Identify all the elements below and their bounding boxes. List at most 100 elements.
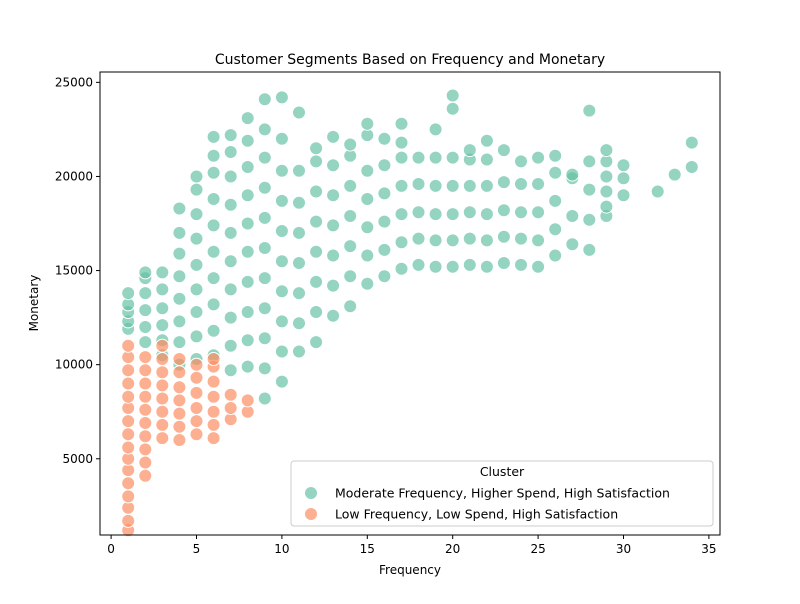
- scatter-point-series-1: [514, 257, 528, 272]
- scatter-point-series-1: [343, 137, 358, 152]
- scatter-point-series-1: [274, 254, 289, 269]
- x-tick-label: 15: [360, 542, 375, 556]
- scatter-point-series-2: [138, 376, 153, 391]
- scatter-point-series-1: [189, 282, 204, 297]
- scatter-point-series-1: [257, 122, 272, 137]
- scatter-point-series-1: [138, 265, 153, 280]
- scatter-point-series-1: [394, 116, 409, 131]
- scatter-point-series-1: [138, 335, 153, 350]
- scatter-point-series-2: [189, 427, 204, 442]
- scatter-point-series-2: [155, 338, 170, 353]
- scatter-point-series-1: [206, 192, 221, 206]
- scatter-point-series-1: [292, 286, 306, 301]
- scatter-point-series-1: [189, 182, 204, 197]
- scatter-point-series-1: [206, 244, 221, 259]
- scatter-point-series-1: [599, 143, 614, 158]
- scatter-point-series-1: [616, 171, 631, 186]
- scatter-point-series-1: [274, 193, 289, 208]
- scatter-point-series-2: [138, 402, 153, 417]
- scatter-point-series-1: [565, 209, 580, 223]
- scatter-point-series-1: [616, 188, 631, 203]
- scatter-point-series-1: [462, 143, 477, 158]
- scatter-point-series-1: [599, 169, 614, 184]
- scatter-point-series-1: [394, 235, 409, 250]
- scatter-point-series-1: [445, 101, 460, 116]
- scatter-point-series-1: [240, 305, 255, 319]
- scatter-point-series-1: [274, 131, 289, 146]
- scatter-point-series-1: [496, 256, 511, 270]
- legend-marker-2: [304, 507, 318, 521]
- legend-label-2: Low Frequency, Low Spend, High Satisfact…: [335, 507, 618, 522]
- scatter-point-series-2: [155, 365, 170, 380]
- scatter-point-series-1: [223, 338, 238, 353]
- scatter-point-series-1: [684, 160, 699, 174]
- scatter-point-series-1: [257, 391, 272, 406]
- legend-label-1: Moderate Frequency, Higher Spend, High S…: [335, 486, 670, 501]
- x-tick-label: 10: [274, 542, 289, 556]
- scatter-point-series-1: [138, 303, 153, 318]
- scatter-point-series-2: [138, 455, 153, 470]
- scatter-point-series-2: [138, 389, 153, 404]
- x-tick-label: 0: [107, 542, 115, 556]
- scatter-point-series-1: [292, 195, 306, 210]
- scatter-point-series-1: [599, 184, 614, 199]
- scatter-point-series-1: [326, 248, 341, 263]
- scatter-point-series-1: [240, 216, 255, 231]
- scatter-point-series-2: [121, 427, 136, 442]
- scatter-point-series-1: [377, 214, 392, 229]
- scatter-point-series-2: [121, 476, 136, 491]
- scatter-point-series-2: [189, 357, 204, 372]
- scatter-point-series-1: [223, 225, 238, 240]
- scatter-point-series-1: [411, 231, 426, 246]
- scatter-point-series-1: [326, 188, 341, 203]
- x-tick-label: 20: [445, 542, 460, 556]
- scatter-point-series-1: [274, 284, 289, 299]
- scatter-point-series-2: [138, 468, 153, 483]
- scatter-point-series-1: [445, 150, 460, 165]
- scatter-point-series-1: [326, 308, 341, 323]
- scatter-point-series-1: [223, 254, 238, 269]
- scatter-point-series-2: [155, 391, 170, 406]
- scatter-point-series-1: [240, 111, 255, 126]
- y-tick-label: 10000: [55, 358, 93, 372]
- scatter-point-series-2: [155, 417, 170, 432]
- points-layer: [121, 88, 699, 538]
- scatter-point-series-1: [240, 359, 255, 374]
- scatter-point-series-1: [274, 224, 289, 238]
- scatter-point-series-2: [121, 414, 136, 429]
- scatter-point-series-1: [309, 274, 324, 289]
- scatter-point-series-1: [428, 178, 443, 193]
- scatter-point-series-1: [172, 225, 187, 240]
- scatter-point-series-1: [257, 92, 272, 107]
- scatter-point-series-1: [360, 116, 375, 131]
- scatter-point-series-2: [155, 352, 170, 366]
- scatter-point-series-1: [514, 154, 528, 169]
- scatter-point-series-1: [667, 167, 682, 182]
- scatter-point-series-1: [292, 344, 306, 359]
- scatter-point-series-2: [206, 352, 221, 366]
- scatter-point-series-1: [189, 169, 204, 184]
- scatter-point-series-1: [394, 178, 409, 193]
- scatter-point-series-2: [172, 433, 187, 447]
- scatter-point-series-1: [514, 177, 528, 191]
- scatter-point-series-1: [496, 175, 511, 190]
- scatter-point-series-2: [121, 338, 136, 353]
- scatter-point-series-1: [479, 152, 494, 167]
- scatter-point-series-1: [377, 269, 392, 284]
- scatter-point-series-1: [309, 184, 324, 199]
- scatter-point-series-1: [206, 129, 221, 144]
- scatter-point-series-2: [172, 406, 187, 421]
- scatter-point-series-1: [257, 210, 272, 225]
- scatter-point-series-1: [206, 165, 221, 180]
- scatter-point-series-1: [411, 257, 426, 272]
- scatter-point-series-2: [138, 442, 153, 457]
- scatter-point-series-2: [189, 414, 204, 429]
- scatter-point-series-1: [274, 163, 289, 178]
- x-axis-label: Frequency: [379, 563, 441, 577]
- scatter-point-series-1: [548, 165, 563, 180]
- scatter-point-series-1: [172, 201, 187, 216]
- scatter-point-series-2: [138, 350, 153, 365]
- scatter-point-series-1: [684, 135, 699, 150]
- scatter-point-series-1: [496, 229, 511, 244]
- scatter-point-series-1: [479, 259, 494, 274]
